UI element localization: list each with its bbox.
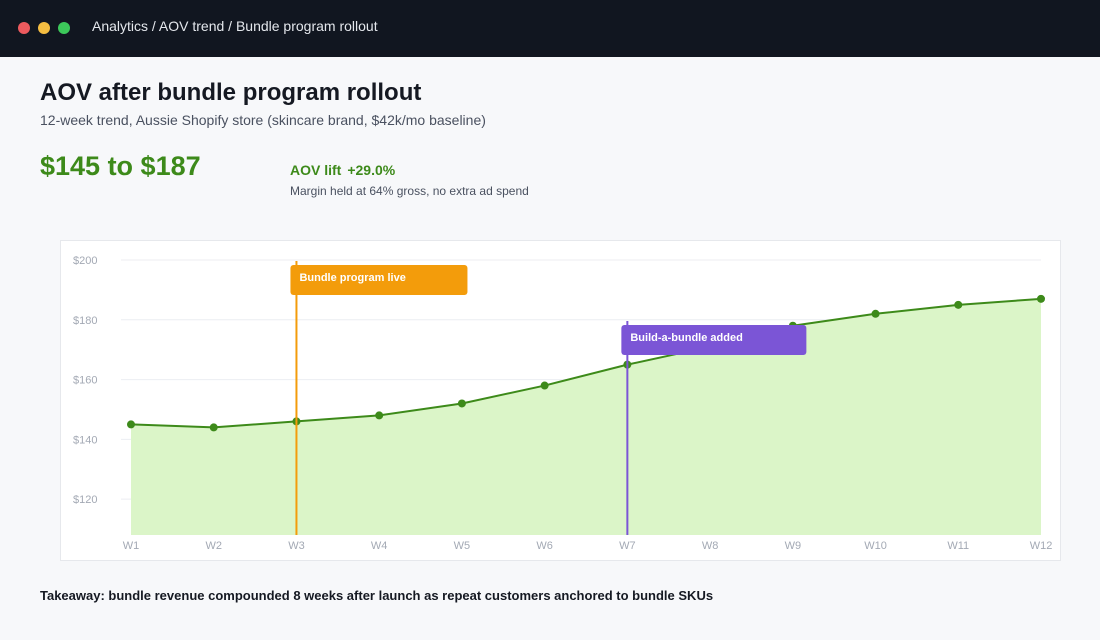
x-tick-label: W11 [947,540,969,552]
y-tick-label: $140 [73,434,97,446]
y-tick-label: $120 [73,494,97,506]
close-window-icon[interactable] [18,22,30,34]
data-point-w6 [540,381,549,390]
x-tick-label: W12 [1030,540,1053,552]
aov-trend-chart: $120 $140 $160 $180 $200 W1 W2 W3 W4 W5 W6 W7 W8 W9 W1… [73,255,1053,552]
annotation-label: Build-a-bundle added [630,332,742,344]
aov-lift-row: AOV lift +29.0% [290,162,395,178]
headline-aov-change: $145 to $187 [40,151,201,181]
annotation-callout [621,325,807,355]
x-tick-label: W4 [371,540,388,552]
page-subtitle: 12-week trend, Aussie Shopify store (ski… [40,112,486,128]
aov-chart-card: $120 $140 $160 $180 $200 W1 W2 W3 W4 W5 W6 W7 W8 W9 W1… [60,240,1061,561]
x-tick-label: W9 [785,540,802,552]
data-point-w11 [954,300,963,309]
x-tick-label: W7 [619,540,636,552]
y-tick-label: $200 [73,255,97,267]
window-titlebar: Analytics / AOV trend / Bundle program r… [0,0,1100,57]
x-tick-label: W6 [536,540,553,552]
data-point-w4 [375,411,384,420]
data-point-w12 [1037,294,1045,303]
aov-lift-value: +29.0% [347,162,396,178]
page-title: AOV after bundle program rollout [40,79,422,106]
x-tick-label: W10 [864,540,887,552]
data-point-w5 [457,399,466,408]
data-point-w2 [209,423,218,432]
x-tick-label: W8 [702,540,719,552]
x-tick-label: W3 [288,540,305,552]
aov-lift-label: AOV lift [290,162,342,178]
aov-series-line [130,297,1042,429]
minimize-window-icon[interactable] [38,22,50,34]
breadcrumb: Analytics / AOV trend / Bundle program r… [92,18,378,34]
aov-area-fill [131,298,1041,535]
data-point-w1 [127,420,135,429]
data-point-w10 [871,309,880,318]
x-tick-label: W1 [123,540,140,552]
annotation-callout [290,265,468,295]
margin-note: Margin held at 64% gross, no extra ad sp… [290,184,529,198]
y-tick-label: $160 [73,375,97,387]
maximize-window-icon[interactable] [58,22,70,34]
takeaway-text: Takeaway: bundle revenue compounded 8 we… [40,588,714,603]
x-tick-label: W2 [205,540,222,552]
y-tick-label: $180 [73,315,97,327]
annotation-label: Bundle program live [299,272,405,284]
x-tick-label: W5 [454,540,471,552]
